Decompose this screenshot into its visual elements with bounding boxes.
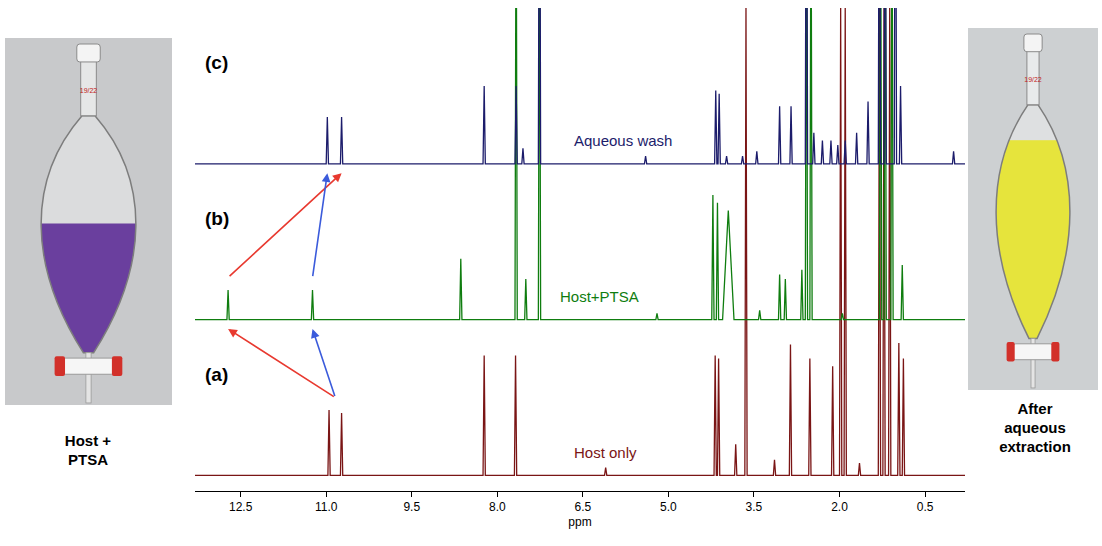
svg-text:0.5: 0.5 [917, 500, 934, 514]
svg-text:Aqueous wash: Aqueous wash [574, 132, 672, 149]
svg-text:3.5: 3.5 [746, 500, 763, 514]
html-text:Host + PTSA: Host + PTSA [64, 432, 112, 468]
html-text:After aqueous extraction: After aqueous extraction [999, 400, 1071, 455]
svg-text:5.0: 5.0 [660, 500, 677, 514]
svg-text:2.0: 2.0 [831, 500, 848, 514]
svg-text:Host only: Host only [574, 444, 637, 461]
svg-text:Host+PTSA: Host+PTSA [560, 288, 639, 305]
svg-text:ppm: ppm [568, 515, 591, 529]
svg-text:8.0: 8.0 [489, 500, 506, 514]
svg-text:19/22: 19/22 [80, 87, 98, 94]
svg-text:19/22: 19/22 [1024, 76, 1042, 83]
svg-text:6.5: 6.5 [575, 500, 592, 514]
svg-text:(b): (b) [205, 208, 229, 229]
svg-text:(c): (c) [205, 52, 228, 73]
svg-text:11.0: 11.0 [315, 500, 338, 514]
svg-text:(a): (a) [205, 364, 228, 385]
svg-text:9.5: 9.5 [403, 500, 420, 514]
svg-text:12.5: 12.5 [229, 500, 253, 514]
